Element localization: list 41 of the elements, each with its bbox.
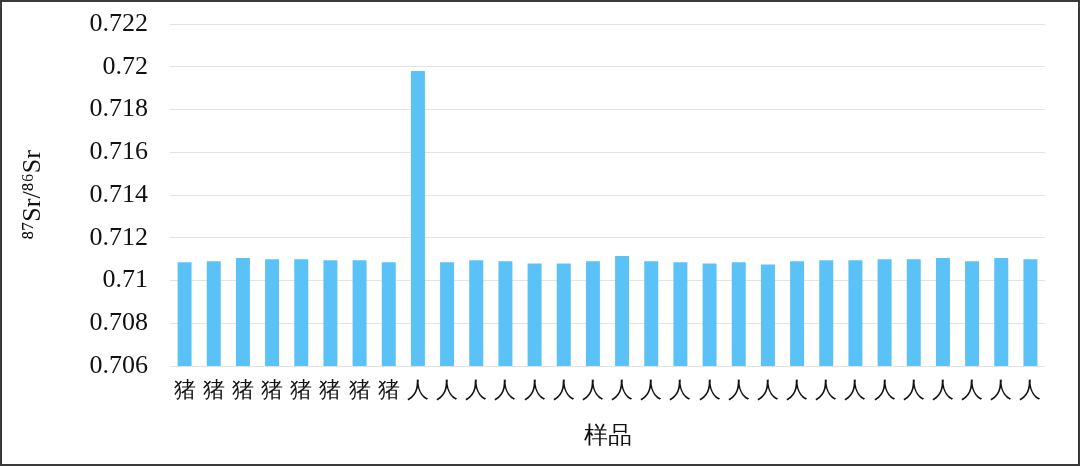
y-tick-label: 0.716 [89,136,148,166]
x-tick-label: 人 [931,376,954,402]
x-tick-label: 人 [990,376,1013,402]
x-tick-label: 人 [552,376,575,402]
x-tick-label: 人 [581,376,604,402]
x-tick-label: 人 [786,376,809,402]
y-tick-label: 0.706 [89,349,148,379]
x-tick-label: 猪 [173,376,196,402]
y-tick-label: 0.71 [102,264,148,294]
x-tick-label: 人 [844,376,867,402]
y-tick-label: 0.72 [102,50,148,80]
y-tick-label: 0.714 [89,178,148,208]
y-tick-label: 0.718 [89,93,148,123]
x-tick-label: 人 [436,376,459,402]
x-tick-label: 猪 [377,376,400,402]
x-tick-label: 人 [465,376,488,402]
x-tick-label: 人 [669,376,692,402]
x-tick-label: 猪 [348,376,371,402]
x-tick-label: 人 [727,376,750,402]
x-tick-label: 猪 [261,376,284,402]
y-tick-label: 0.712 [89,221,148,251]
x-tick-label: 猪 [202,376,225,402]
x-tick-label: 人 [698,376,721,402]
x-axis-title: 样品 [583,420,632,449]
x-tick-label: 猪 [290,376,313,402]
x-tick-label: 人 [640,376,663,402]
y-axis-title: ⁸⁷Sr/⁸⁶Sr [17,149,47,240]
x-tick-label: 人 [494,376,517,402]
x-tick-label: 人 [1019,376,1042,402]
x-tick-label: 人 [873,376,896,402]
x-tick-label: 人 [406,376,429,402]
y-tick-label: 0.722 [89,7,148,37]
x-tick-label: 人 [815,376,838,402]
y-tick-label: 0.708 [89,307,148,337]
x-tick-label: 人 [523,376,546,402]
x-tick-label: 人 [756,376,779,402]
x-tick-label: 猪 [319,376,342,402]
x-tick-label: 人 [902,376,925,402]
x-tick-label: 人 [611,376,634,402]
x-tick-label: 猪 [231,376,254,402]
x-tick-label: 人 [961,376,984,402]
